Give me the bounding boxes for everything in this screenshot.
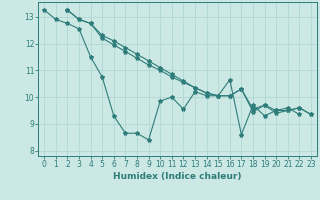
X-axis label: Humidex (Indice chaleur): Humidex (Indice chaleur) [113,172,242,181]
